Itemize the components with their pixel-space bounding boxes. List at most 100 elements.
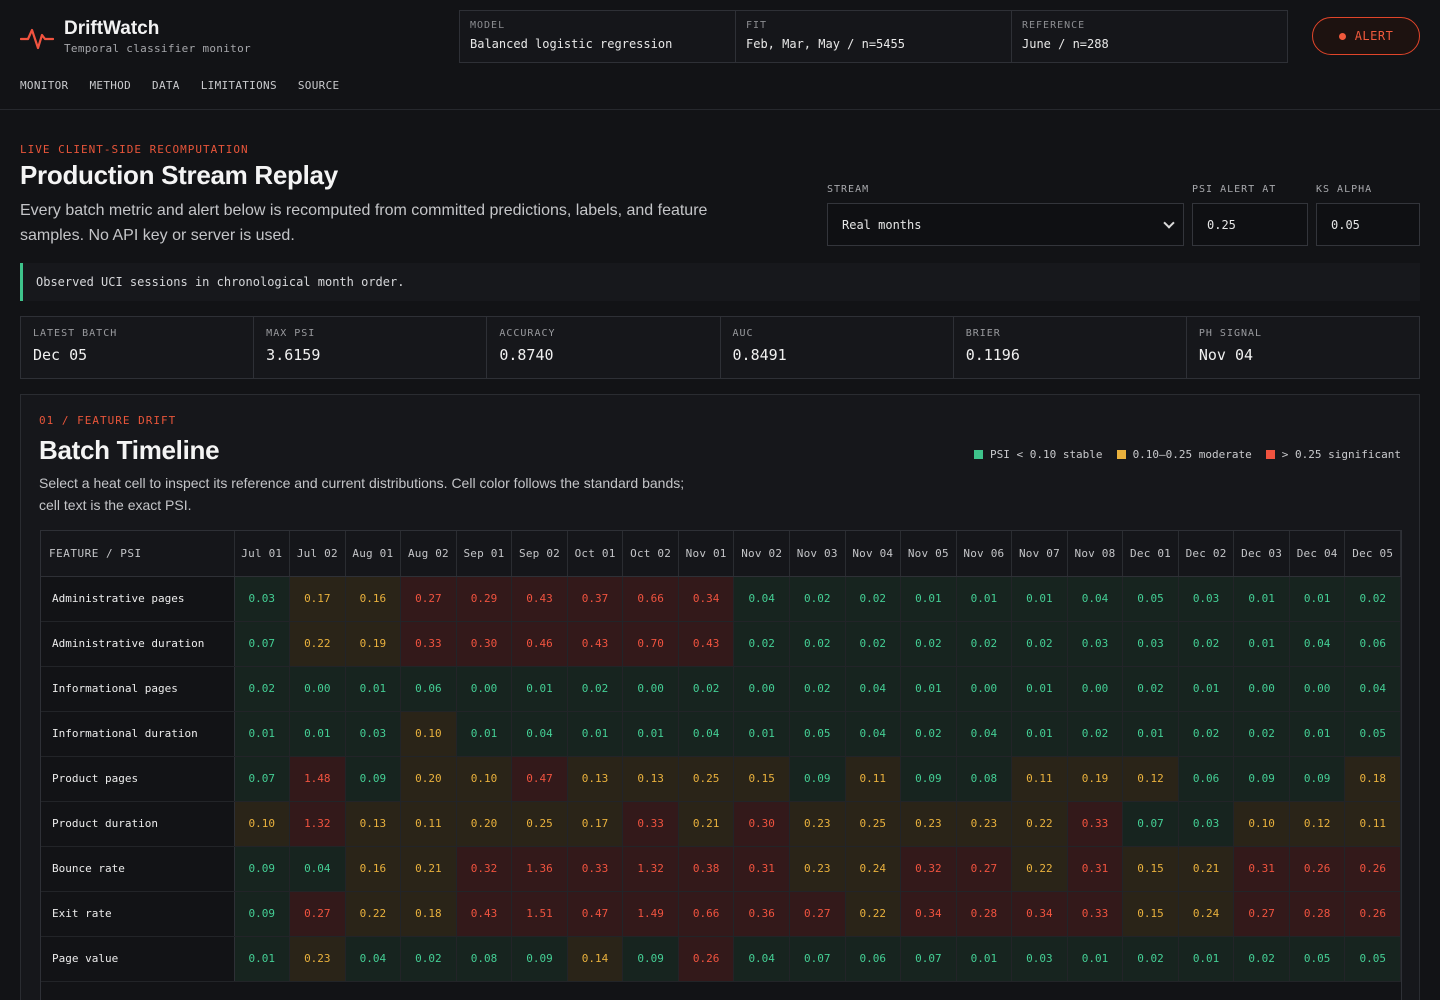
heat-cell[interactable]: 0.27 [1233, 891, 1290, 937]
heat-cell[interactable]: 0.11 [1011, 756, 1068, 802]
heat-cell[interactable]: 0.09 [234, 891, 291, 937]
heat-cell[interactable]: 0.01 [1011, 666, 1068, 712]
heat-cell[interactable]: 0.04 [845, 711, 902, 757]
heat-cell[interactable]: 0.06 [1344, 621, 1401, 667]
heat-cell[interactable]: 0.27 [400, 576, 457, 622]
heat-cell[interactable]: 0.31 [1067, 846, 1124, 892]
heat-cell[interactable]: 0.34 [1011, 891, 1068, 937]
heat-cell[interactable]: 0.03 [1178, 576, 1235, 622]
heat-cell[interactable]: 0.19 [345, 621, 402, 667]
heat-cell[interactable]: 1.32 [622, 846, 679, 892]
heat-cell[interactable]: 0.01 [234, 711, 291, 757]
heat-cell[interactable]: 0.09 [622, 936, 679, 982]
heat-cell[interactable]: 0.25 [511, 801, 568, 847]
heat-cell[interactable]: 0.20 [400, 756, 457, 802]
heat-cell[interactable]: 0.13 [567, 756, 624, 802]
heat-cell[interactable]: 0.28 [956, 891, 1013, 937]
heat-cell[interactable]: 0.16 [345, 846, 402, 892]
heat-cell[interactable]: 0.02 [789, 666, 846, 712]
heat-cell[interactable]: 0.01 [1067, 936, 1124, 982]
heat-cell[interactable]: 0.01 [1122, 711, 1179, 757]
heat-cell[interactable]: 0.00 [289, 666, 346, 712]
heat-cell[interactable]: 0.02 [400, 936, 457, 982]
nav-method[interactable]: METHOD [89, 79, 132, 92]
heat-cell[interactable]: 0.23 [289, 936, 346, 982]
heat-cell[interactable]: 0.13 [345, 801, 402, 847]
heat-cell[interactable]: 0.38 [678, 846, 735, 892]
heat-cell[interactable]: 0.06 [1178, 756, 1235, 802]
heat-cell[interactable]: 0.04 [1067, 576, 1124, 622]
heat-cell[interactable]: 0.03 [1122, 621, 1179, 667]
heat-cell[interactable]: 0.00 [956, 666, 1013, 712]
heat-cell[interactable]: 0.23 [956, 801, 1013, 847]
heat-cell[interactable]: 0.07 [234, 756, 291, 802]
heat-cell[interactable]: 0.01 [511, 666, 568, 712]
heat-cell[interactable]: 0.04 [511, 711, 568, 757]
alert-button[interactable]: ALERT [1312, 17, 1420, 55]
heat-cell[interactable]: 0.01 [1178, 936, 1235, 982]
heat-cell[interactable]: 0.02 [845, 576, 902, 622]
heat-cell[interactable]: 0.16 [345, 576, 402, 622]
ks-alpha-input[interactable]: 0.05 [1316, 203, 1420, 246]
heat-cell[interactable]: 0.05 [1289, 936, 1346, 982]
heat-cell[interactable]: 0.23 [789, 801, 846, 847]
heat-cell[interactable]: 0.20 [456, 801, 513, 847]
heat-cell[interactable]: 0.11 [1344, 801, 1401, 847]
heat-cell[interactable]: 0.46 [511, 621, 568, 667]
heat-cell[interactable]: 0.47 [511, 756, 568, 802]
heat-cell[interactable]: 0.12 [1289, 801, 1346, 847]
heat-cell[interactable]: 0.00 [622, 666, 679, 712]
heat-cell[interactable]: 0.02 [1178, 711, 1235, 757]
heat-cell[interactable]: 0.00 [1289, 666, 1346, 712]
heat-cell[interactable]: 0.03 [234, 576, 291, 622]
heat-cell[interactable]: 0.02 [1067, 711, 1124, 757]
heat-cell[interactable]: 1.32 [289, 801, 346, 847]
heat-cell[interactable]: 0.01 [289, 711, 346, 757]
heat-cell[interactable]: 1.49 [622, 891, 679, 937]
heat-cell[interactable]: 0.02 [900, 711, 957, 757]
heat-cell[interactable]: 0.02 [567, 666, 624, 712]
heat-cell[interactable]: 0.06 [400, 666, 457, 712]
heat-cell[interactable]: 0.01 [956, 576, 1013, 622]
heat-cell[interactable]: 0.04 [733, 936, 790, 982]
heat-cell[interactable]: 0.30 [733, 801, 790, 847]
heat-cell[interactable]: 0.08 [956, 756, 1013, 802]
heat-cell[interactable]: 0.18 [400, 891, 457, 937]
heat-cell[interactable]: 0.24 [845, 846, 902, 892]
heat-cell[interactable]: 0.07 [234, 621, 291, 667]
heat-cell[interactable]: 0.66 [678, 891, 735, 937]
heat-cell[interactable]: 0.05 [1344, 936, 1401, 982]
heat-cell[interactable]: 0.29 [456, 576, 513, 622]
heat-cell[interactable]: 0.02 [789, 576, 846, 622]
heat-cell[interactable]: 0.01 [1233, 621, 1290, 667]
heat-cell[interactable]: 0.33 [567, 846, 624, 892]
heat-cell[interactable]: 0.26 [1344, 891, 1401, 937]
heat-cell[interactable]: 1.51 [511, 891, 568, 937]
heat-cell[interactable]: 0.02 [1011, 621, 1068, 667]
heat-cell[interactable]: 0.02 [1178, 621, 1235, 667]
heat-cell[interactable]: 0.17 [567, 801, 624, 847]
heat-cell[interactable]: 0.43 [511, 576, 568, 622]
heat-cell[interactable]: 0.02 [900, 621, 957, 667]
stream-select[interactable]: Real months [827, 203, 1184, 246]
heat-cell[interactable]: 0.15 [1122, 891, 1179, 937]
heat-cell[interactable]: 0.02 [789, 621, 846, 667]
heat-cell[interactable]: 0.15 [733, 756, 790, 802]
heat-cell[interactable]: 0.03 [345, 711, 402, 757]
heat-cell[interactable]: 0.10 [400, 711, 457, 757]
heat-cell[interactable]: 0.31 [1233, 846, 1290, 892]
heat-cell[interactable]: 0.09 [900, 756, 957, 802]
heat-cell[interactable]: 0.19 [1067, 756, 1124, 802]
heat-cell[interactable]: 0.01 [956, 936, 1013, 982]
heat-cell[interactable]: 0.08 [456, 936, 513, 982]
heat-cell[interactable]: 0.05 [789, 711, 846, 757]
heat-cell[interactable]: 0.09 [1289, 756, 1346, 802]
nav-data[interactable]: DATA [152, 79, 180, 92]
heat-cell[interactable]: 0.27 [789, 891, 846, 937]
heat-cell[interactable]: 0.01 [900, 666, 957, 712]
heat-cell[interactable]: 0.07 [789, 936, 846, 982]
heat-cell[interactable]: 0.01 [1011, 576, 1068, 622]
heat-cell[interactable]: 0.32 [900, 846, 957, 892]
heat-cell[interactable]: 0.17 [289, 576, 346, 622]
nav-limitations[interactable]: LIMITATIONS [200, 79, 277, 92]
